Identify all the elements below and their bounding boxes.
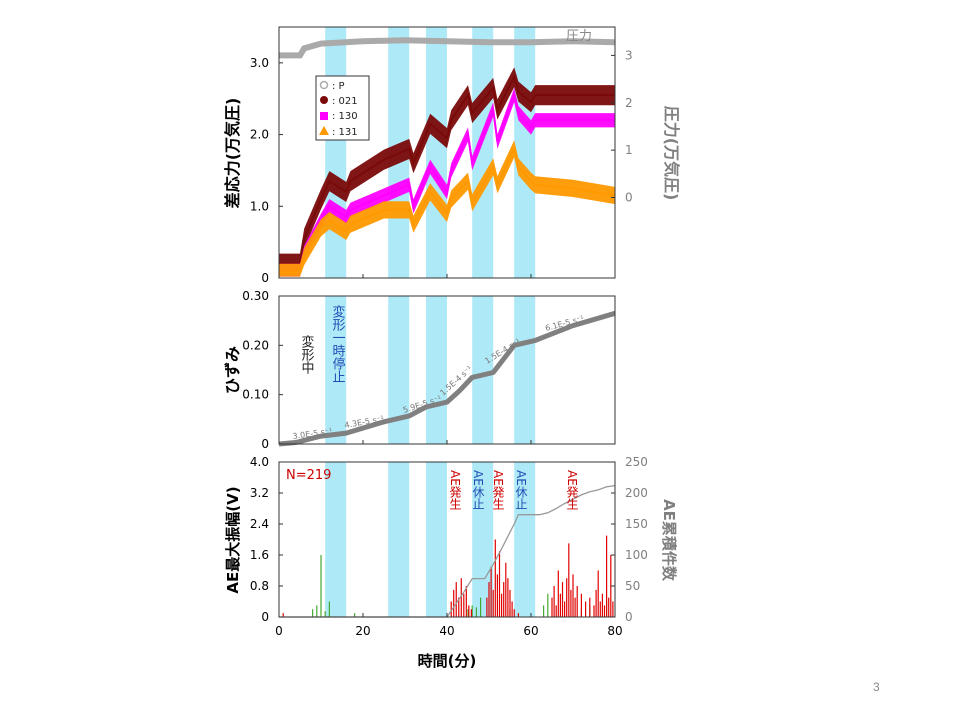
pause-band [426, 462, 447, 617]
series-131-line [279, 145, 616, 274]
ae-cumulative-axis-label: AE累積件数 [660, 499, 678, 582]
event-label: AE休止 [514, 470, 528, 510]
tick-label: 60 [523, 624, 538, 638]
legend-label-131: : 131 [332, 127, 358, 138]
tick-label: 3 [625, 48, 633, 62]
tick-label: 100 [625, 548, 648, 562]
slide-number: 3 [873, 680, 880, 694]
pressure-axis-label: 圧力(万気圧) [662, 106, 681, 201]
tick-label: 2.4 [250, 517, 269, 531]
event-label: AE発生 [448, 470, 462, 510]
tick-label: 0 [625, 190, 633, 204]
pause-band [388, 462, 410, 617]
tick-label: 0 [625, 610, 633, 624]
event-label: AE発生 [565, 470, 579, 510]
tick-label: 0 [261, 610, 269, 624]
time-axis-label: 時間(分) [418, 652, 477, 670]
ae-panel: 0 0.8 1.6 2.4 3.2 4.0 0 50 100 150 200 250 0 20 40 60 80… [224, 455, 678, 670]
tick-label: 2.0 [250, 128, 269, 142]
legend-marker-130 [320, 112, 328, 120]
legend-label-130: : 130 [332, 111, 358, 122]
pause-band [514, 27, 536, 278]
series-130-line [279, 91, 615, 272]
legend-marker-131 [319, 126, 329, 135]
tick-label: 0.20 [242, 338, 269, 352]
legend-marker-021 [320, 96, 328, 104]
tick-label: 2 [625, 96, 633, 110]
tick-label: 40 [439, 624, 454, 638]
event-labels: AE発生 AE休止 AE発生 AE休止 AE発生 [448, 470, 579, 510]
tick-label: 50 [625, 579, 640, 593]
pause-bands [325, 462, 536, 617]
event-label: AE休止 [471, 470, 485, 510]
ae-ticks: 0 0.8 1.6 2.4 3.2 4.0 0 50 100 150 200 250 0 20 40 60 80 [250, 455, 648, 638]
pause-band [514, 296, 536, 444]
ae-series [279, 484, 616, 618]
pause-band [426, 27, 447, 278]
paused-label: 変形一時停止 [330, 304, 346, 383]
pause-band [325, 27, 347, 278]
series-021-band [279, 67, 615, 274]
tick-label: 0 [275, 624, 283, 638]
series-021-line [279, 74, 615, 265]
legend-label-021: : 021 [332, 96, 358, 107]
tick-label: 200 [625, 486, 648, 500]
ae-amplitude-axis-label: AE最大振幅(V) [224, 486, 242, 593]
legend-marker-p [319, 80, 329, 90]
event-count-label: N=219 [286, 468, 331, 483]
pause-bands [325, 27, 536, 278]
stress-series [279, 37, 616, 277]
ae-cumulative-line [279, 484, 616, 618]
pause-band [325, 462, 347, 617]
strain-series [278, 310, 616, 447]
legend: : P : 021 : 130 : 131 [315, 75, 370, 141]
strain-panel: 00.100.200.30 変形中 変形一時停止 3.0E-5 s⁻¹ 4.3E… [223, 289, 616, 451]
strain-axis-label: ひずみ [223, 346, 242, 394]
tick-label: 0 [261, 437, 269, 451]
tick-label: 0.10 [242, 388, 269, 402]
series-strain-line [278, 310, 616, 447]
tick-label: 1 [625, 143, 633, 157]
pressure-label: 圧力 [566, 29, 592, 44]
pause-band [388, 296, 410, 444]
tick-label: 0.30 [242, 289, 269, 303]
deforming-label: 変形中 [299, 334, 315, 374]
pause-band [325, 296, 347, 444]
tick-label: 1.6 [250, 548, 269, 562]
stress-ticks: 0 1.0 2.0 3.0 0 1 2 3 [250, 48, 633, 285]
series-131-band [279, 140, 615, 277]
pause-band [472, 296, 494, 444]
tick-label: 20 [355, 624, 370, 638]
pause-band [426, 296, 447, 444]
tick-label: 80 [607, 624, 622, 638]
tick-label: 3.2 [250, 486, 269, 500]
series-pressure-line [279, 37, 616, 59]
tick-label: 3.0 [250, 56, 269, 70]
legend-label-p: : P [332, 81, 345, 92]
event-label: AE発生 [491, 470, 505, 510]
tick-label: 0 [261, 271, 269, 285]
stress-axis-label: 差応力(万気圧) [223, 98, 242, 209]
tick-label: 4.0 [250, 455, 269, 469]
tick-label: 250 [625, 455, 648, 469]
pause-band [514, 462, 536, 617]
tick-label: 1.0 [250, 199, 269, 213]
tick-label: 150 [625, 517, 648, 531]
tick-label: 0.8 [250, 579, 269, 593]
strain-ticks: 0 0.10 0.20 0.30 [242, 289, 616, 451]
